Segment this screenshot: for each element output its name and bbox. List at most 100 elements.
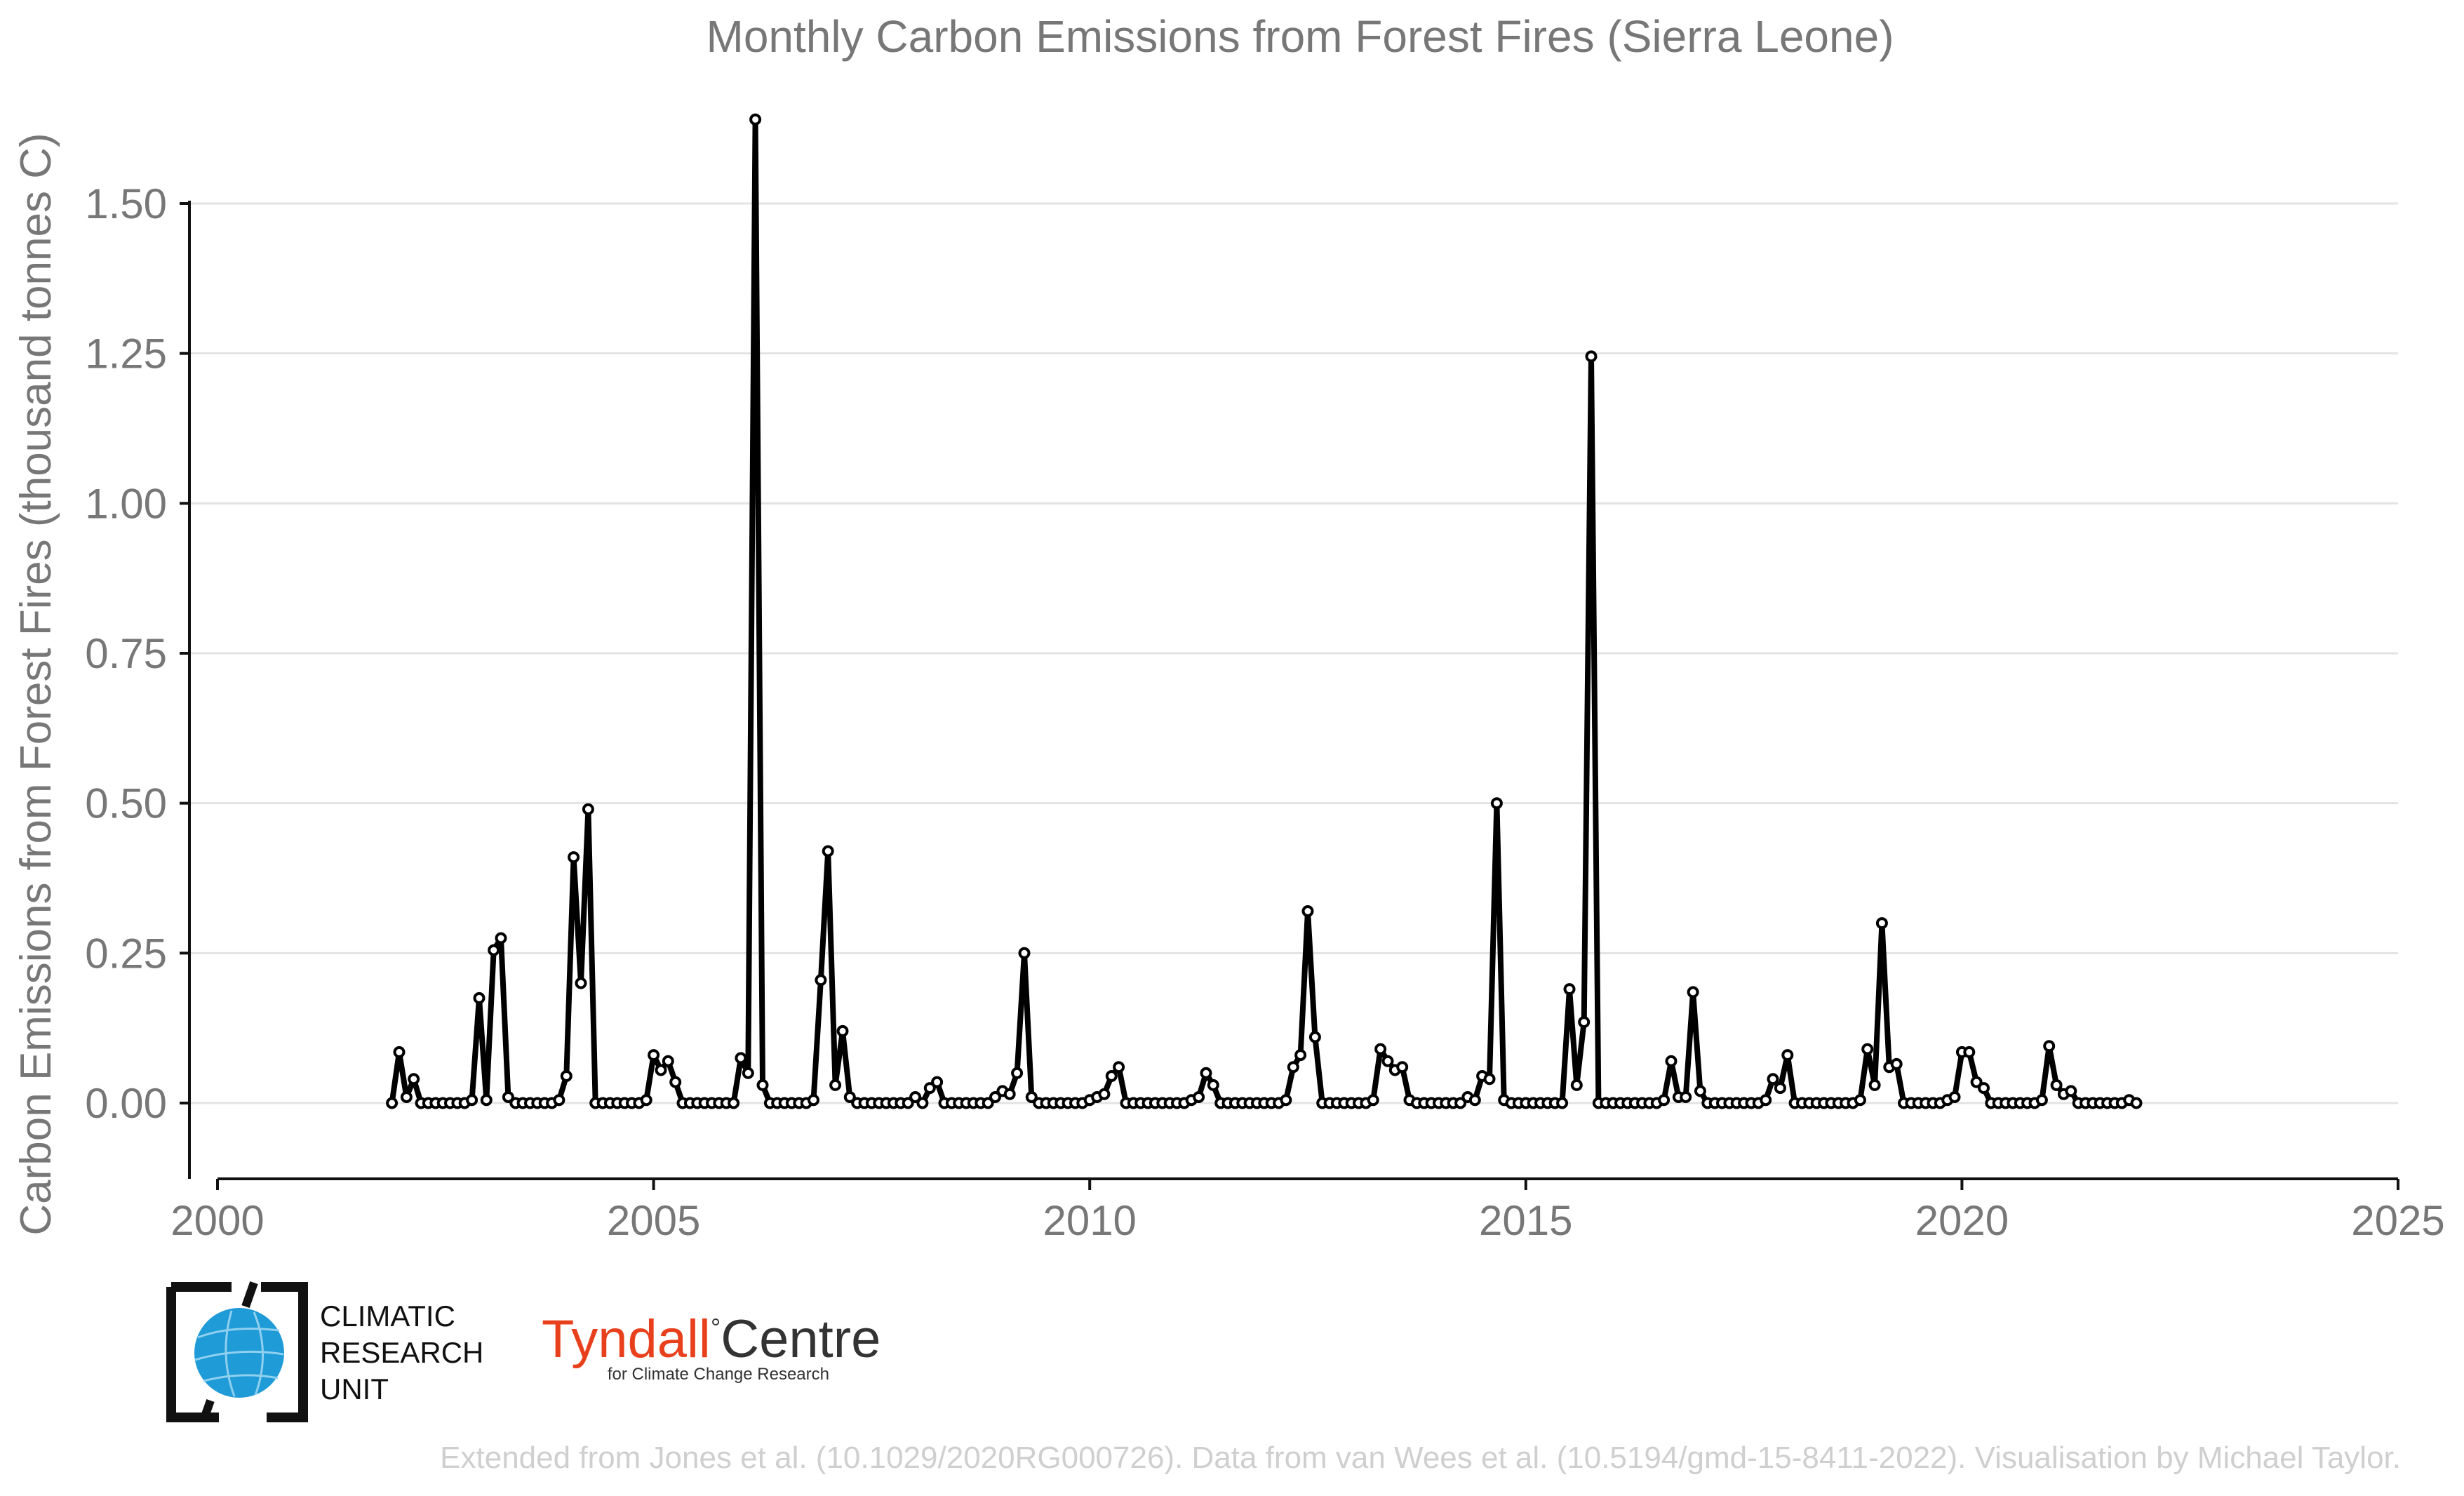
chart-title: Monthly Carbon Emissions from Forest Fir…	[707, 11, 1894, 62]
axes	[188, 201, 2398, 1180]
y-axis-label: Carbon Emissions from Forest Fires (thou…	[12, 133, 60, 1235]
data-point	[1563, 983, 1576, 996]
x-tick-label: 2000	[170, 1197, 264, 1244]
data-point	[560, 1070, 573, 1082]
x-tick-label: 2005	[607, 1197, 700, 1244]
data-point	[1396, 1061, 1409, 1074]
data-point	[843, 1091, 856, 1103]
data-point	[808, 1094, 819, 1107]
tyndall-centre: Centre	[721, 1309, 881, 1369]
data-point	[1665, 1055, 1678, 1067]
data-point	[1767, 1073, 1779, 1086]
data-point	[1280, 1094, 1292, 1107]
data-point	[502, 1091, 514, 1103]
y-tick-label: 1.00	[85, 480, 167, 527]
grid-lines	[189, 202, 2398, 1104]
data-point	[822, 845, 834, 857]
x-tick-label: 2020	[1915, 1197, 2009, 1244]
cru-logo-slash	[241, 1281, 258, 1308]
data-point	[400, 1091, 413, 1103]
data-point	[742, 1067, 754, 1079]
data-point	[1875, 917, 1888, 930]
data-point	[2065, 1085, 2077, 1097]
tyndall-logo: Tyndall°Centre for Climate Change Resear…	[542, 1309, 881, 1384]
data-point	[1003, 1088, 1016, 1100]
data-point	[931, 1076, 944, 1088]
data-point	[1294, 1049, 1307, 1062]
data-point	[1585, 350, 1598, 363]
data-point	[1781, 1049, 1794, 1062]
data-point	[393, 1046, 406, 1058]
data-point	[1367, 1094, 1379, 1107]
data-point	[1970, 1076, 1983, 1088]
data-point	[735, 1052, 747, 1064]
data-point	[909, 1091, 922, 1103]
x-tick-label: 2010	[1043, 1197, 1136, 1244]
data-point	[815, 974, 827, 987]
cru-text-line1: CLIMATIC	[320, 1300, 455, 1333]
cru-text-line3: UNIT	[320, 1373, 389, 1405]
data-point	[1301, 905, 1314, 917]
data-point	[473, 991, 486, 1004]
data-point	[466, 1094, 478, 1107]
data-point	[836, 1024, 849, 1037]
data-point	[568, 851, 580, 864]
data-point	[989, 1091, 1001, 1103]
y-tick-label: 0.00	[85, 1080, 167, 1127]
data-point	[1207, 1078, 1219, 1091]
x-ticks: 2000 2005 2010 2015 2020 2025	[170, 1179, 2445, 1244]
data-point	[1556, 1097, 1569, 1109]
tyndall-degree: °	[711, 1313, 721, 1342]
x-tick-label: 2015	[1479, 1197, 1572, 1244]
data-point	[2043, 1040, 2056, 1053]
data-point	[1687, 986, 1699, 999]
data-point	[829, 1078, 842, 1091]
data-point	[2050, 1078, 2063, 1091]
data-point	[1098, 1088, 1111, 1100]
data-point	[2035, 1094, 2048, 1107]
data-point	[582, 803, 594, 815]
tyndall-name: Tyndall	[542, 1309, 711, 1369]
data-point	[2130, 1097, 2143, 1109]
data-point	[1680, 1091, 1692, 1103]
data-point	[648, 1049, 660, 1062]
y-tick-label: 0.75	[85, 630, 167, 677]
data-point	[1200, 1067, 1212, 1079]
data-point	[1468, 1094, 1481, 1107]
y-tick-label: 1.50	[85, 180, 167, 227]
data-point	[1578, 1016, 1591, 1029]
data-point	[1948, 1091, 1961, 1103]
data-point	[480, 1094, 493, 1107]
data-point	[1308, 1031, 1321, 1043]
data-point	[1018, 947, 1031, 959]
data-point	[1105, 1070, 1118, 1082]
globe-icon-lines	[194, 1310, 284, 1397]
cru-logo: CLIMATIC RESEARCH UNIT	[166, 1281, 483, 1422]
data-point	[1760, 1094, 1772, 1107]
data-point	[1381, 1055, 1394, 1067]
tyndall-logo-text: Tyndall°Centre	[542, 1309, 881, 1369]
data-point	[916, 1097, 929, 1109]
data-point	[553, 1094, 565, 1107]
tyndall-subtitle: for Climate Change Research	[608, 1365, 829, 1384]
data-point	[1454, 1097, 1467, 1109]
data-point	[1963, 1046, 1976, 1058]
data-point	[662, 1055, 674, 1067]
y-tick-label: 0.50	[85, 780, 167, 827]
data-series	[386, 113, 2143, 1109]
data-point	[756, 1078, 769, 1091]
data-point	[1854, 1094, 1866, 1107]
data-point	[1868, 1078, 1881, 1091]
data-point	[386, 1097, 399, 1109]
data-point	[669, 1076, 682, 1088]
data-point	[1011, 1067, 1024, 1079]
y-ticks: 0.00 0.25 0.50 0.75 1.00 1.25 1.50	[85, 180, 189, 1127]
y-tick-label: 0.25	[85, 930, 167, 977]
data-point	[1483, 1073, 1496, 1086]
data-point	[982, 1097, 994, 1109]
data-point	[1374, 1043, 1387, 1055]
cru-logo-frame-right	[261, 1282, 308, 1422]
data-point	[902, 1097, 914, 1109]
data-point	[488, 944, 500, 956]
